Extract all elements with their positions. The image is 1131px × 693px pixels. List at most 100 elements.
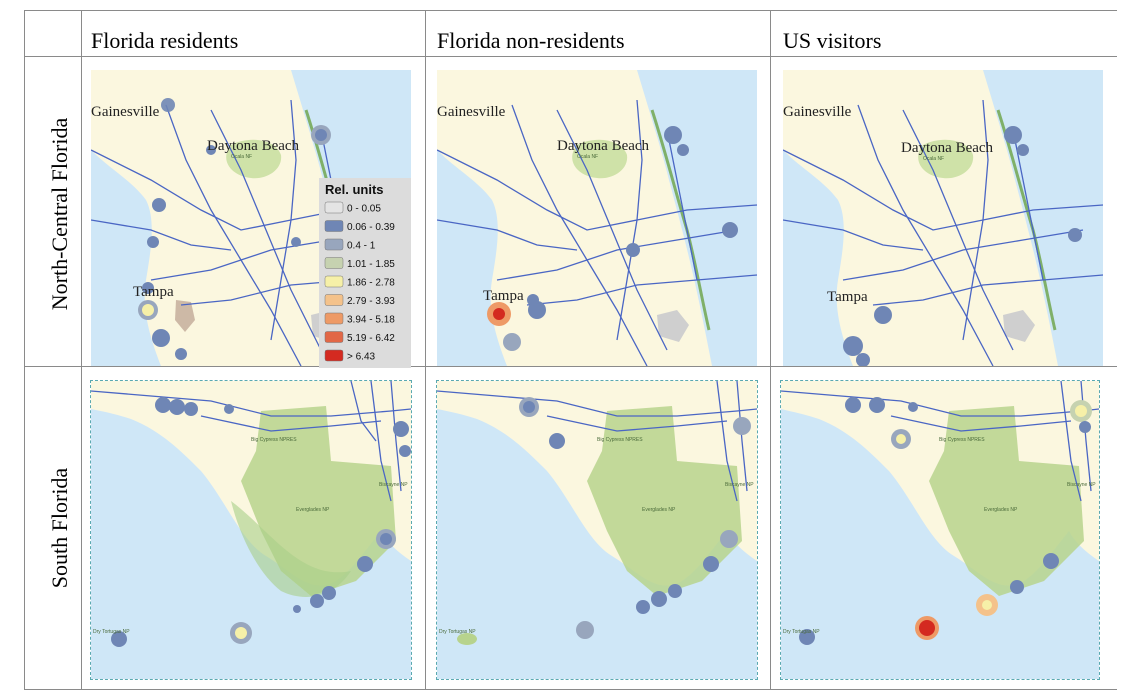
hotspot: [908, 402, 918, 412]
label-ocala-nf: Ocala NF: [923, 156, 944, 162]
hotspot: [206, 145, 216, 155]
legend-swatch: [324, 238, 344, 251]
table-col-divider-1: [81, 10, 82, 690]
hotspot: [896, 434, 906, 444]
label-gainesville: Gainesville: [783, 104, 852, 120]
hotspot: [310, 594, 324, 608]
hotspot: [503, 333, 521, 351]
hotspot: [169, 399, 185, 415]
label-ocala-nf: Ocala NF: [231, 154, 252, 160]
column-header-residents: Florida residents: [91, 28, 239, 53]
hotspot: [549, 433, 565, 449]
table-header-border: [24, 56, 1117, 57]
urban-area: [175, 300, 195, 332]
legend-label: 0.4 - 1: [347, 241, 376, 252]
hotspot: [493, 308, 505, 320]
label-daytona: Daytona Beach: [557, 138, 650, 154]
hotspot: [111, 631, 127, 647]
road-network: [437, 99, 757, 366]
hotspot: [845, 397, 861, 413]
label-everglades: Everglades NP: [984, 507, 1018, 513]
label-biscayne: Biscayne NP: [379, 482, 408, 488]
label-big-cypress: Big Cypress NPRES: [251, 437, 297, 443]
row-header-south: South Florida: [47, 467, 72, 589]
atlantic-water: [637, 70, 757, 366]
legend-title: Rel. units: [325, 182, 384, 197]
label-daytona: Daytona Beach: [901, 140, 994, 156]
everglades-park: [587, 406, 742, 596]
hotspot: [1068, 228, 1082, 242]
hotspot: [843, 336, 863, 356]
gulf-water: [783, 150, 853, 366]
legend-swatch: [324, 312, 344, 325]
label-everglades: Everglades NP: [296, 507, 330, 513]
map-south-us-visitors: Big Cypress NPRES Everglades NP Biscayne…: [780, 380, 1100, 680]
legend-items: 0 - 0.05 0.06 - 0.39 0.4 - 1 1.01 - 1.85 1.8…: [324, 201, 395, 363]
hotspot: [399, 445, 411, 457]
lake-area: [1003, 310, 1035, 342]
label-big-cypress: Big Cypress NPRES: [597, 437, 643, 443]
hotspot: [664, 126, 682, 144]
everglades-park: [929, 406, 1084, 596]
table-col-divider-3: [770, 10, 771, 690]
label-biscayne: Biscayne NP: [725, 482, 754, 488]
legend-label: > 6.43: [347, 352, 376, 363]
label-ocala-nf: Ocala NF: [577, 154, 598, 160]
hotspot: [651, 591, 667, 607]
column-header-us-visitors: US visitors: [783, 28, 882, 53]
label-tampa: Tampa: [483, 288, 524, 304]
hotspot: [799, 629, 815, 645]
legend-label: 0 - 0.05: [347, 204, 381, 215]
road-network: [91, 381, 411, 502]
map-north-residents: Gainesville Daytona Beach Ocala NF Tampa…: [91, 70, 411, 368]
road-network: [437, 381, 757, 502]
hotspot: [161, 98, 175, 112]
table-bottom-border: [24, 689, 1117, 690]
hotspot: [291, 237, 301, 247]
coastal-park: [231, 501, 351, 597]
legend-swatch: [324, 275, 344, 288]
hotspot: [315, 129, 327, 141]
label-daytona: Daytona Beach: [207, 138, 300, 154]
table-col-divider-2: [425, 10, 426, 690]
hotspot: [856, 353, 870, 366]
hotspot: [142, 304, 154, 316]
hotspot: [142, 282, 154, 294]
hotspot: [1075, 405, 1087, 417]
hotspot: [720, 530, 738, 548]
label-dry-tortugas: Dry Tortugas NP: [93, 629, 130, 635]
legend-label: 3.94 - 5.18: [347, 315, 395, 326]
label-gainesville: Gainesville: [437, 104, 506, 120]
hotspot: [523, 401, 535, 413]
table-row-border: [24, 366, 1117, 367]
hotspot: [722, 222, 738, 238]
hotspot: [982, 600, 992, 610]
hotspot: [155, 397, 171, 413]
hotspot: [576, 621, 594, 639]
label-biscayne: Biscayne NP: [1067, 482, 1096, 488]
hotspot: [677, 144, 689, 156]
dry-tortugas-island: [457, 633, 477, 645]
label-dry-tortugas: Dry Tortugas NP: [439, 629, 476, 635]
map-south-residents: Big Cypress NPRES Everglades NP Biscayne…: [90, 380, 412, 680]
hotspot: [380, 533, 392, 545]
hotspot: [357, 556, 373, 572]
hotspot: [874, 306, 892, 324]
legend-swatch: [324, 257, 344, 269]
hotspot: [224, 404, 234, 414]
hotspot: [235, 627, 247, 639]
hotspot: [293, 605, 301, 613]
hotspot: [152, 329, 170, 347]
hotspot: [175, 348, 187, 360]
legend-label: 1.01 - 1.85: [347, 259, 395, 270]
legend-swatch: [324, 294, 344, 306]
hotspot: [1043, 553, 1059, 569]
hotspot: [1079, 421, 1091, 433]
column-header-non-residents: Florida non-residents: [437, 28, 625, 53]
table-top-border: [24, 10, 1117, 11]
label-big-cypress: Big Cypress NPRES: [939, 437, 985, 443]
map-north-non-residents: Gainesville Daytona Beach Ocala NF Tampa: [437, 70, 757, 366]
hotspot: [869, 397, 885, 413]
map-south-non-residents: Big Cypress NPRES Everglades NP Biscayne…: [436, 380, 758, 680]
legend-swatch: [324, 331, 344, 343]
